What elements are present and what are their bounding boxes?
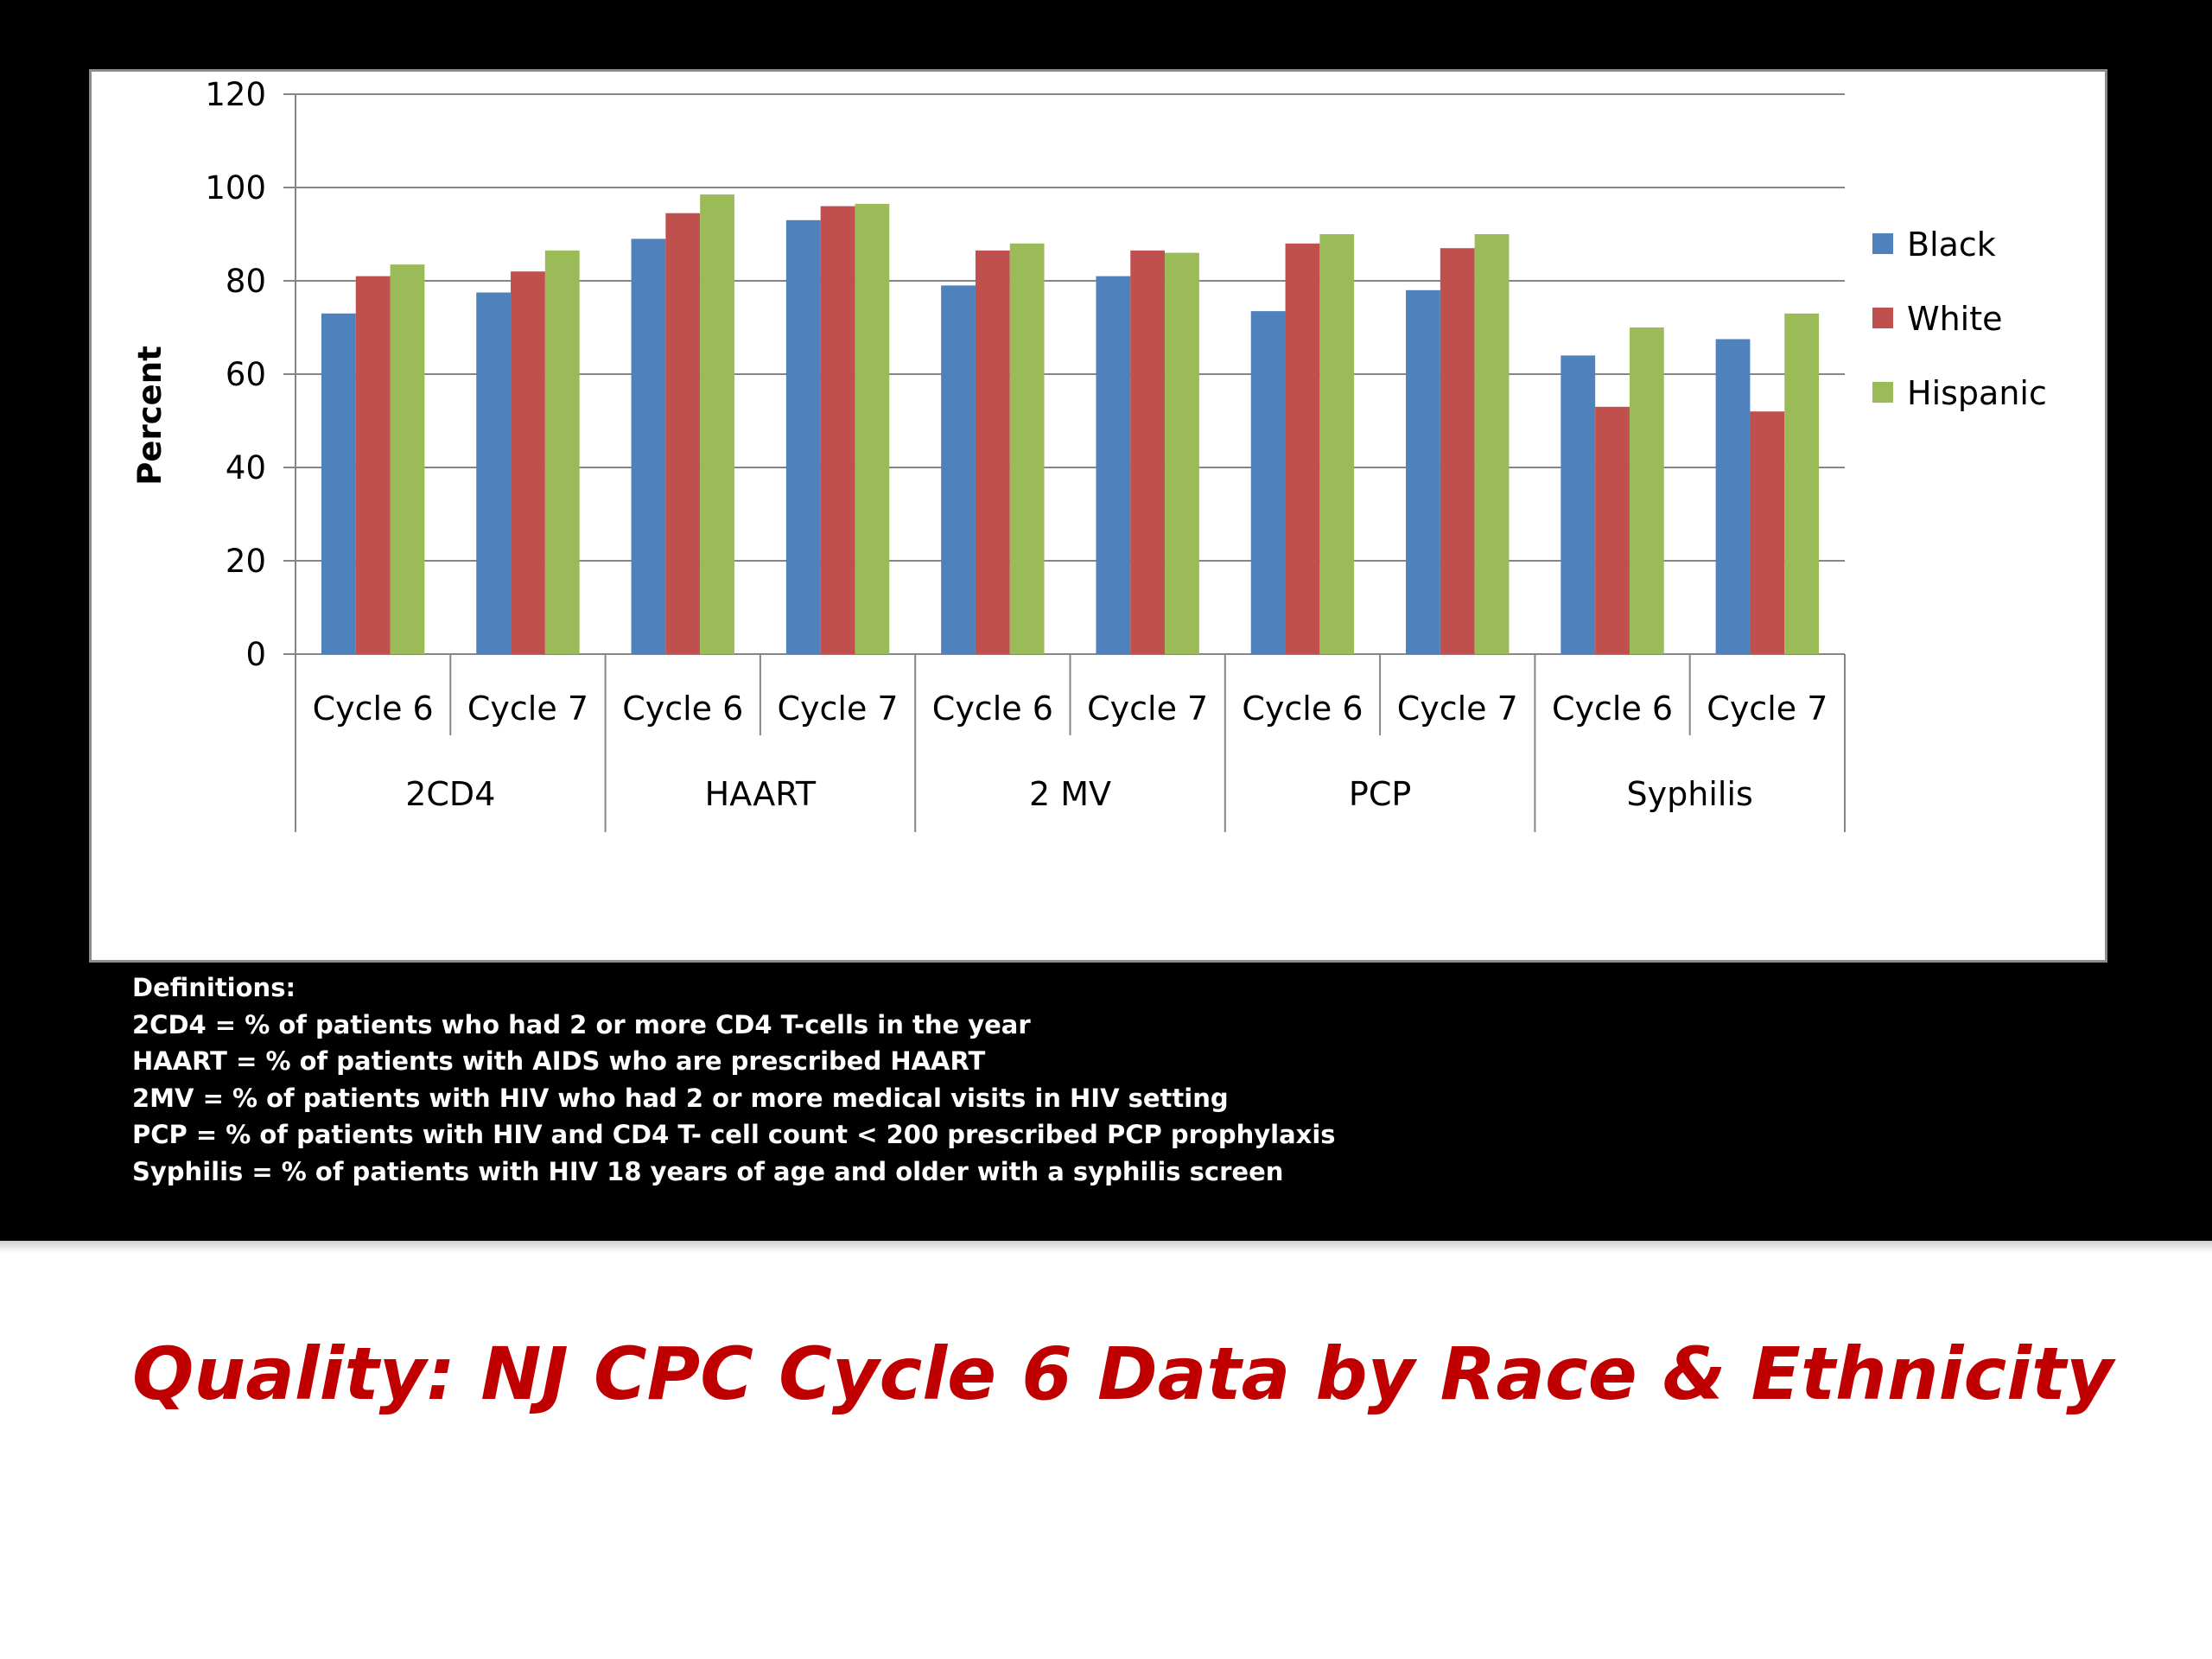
bar-black [785, 219, 821, 655]
bar-hispanic [1629, 327, 1664, 654]
definitions-heading: Definitions: [132, 973, 296, 1002]
bar-hispanic [1474, 234, 1510, 654]
category-label: Cycle 7 [1087, 690, 1208, 728]
group-label: 2 MV [1029, 775, 1111, 813]
bar-hispanic [1009, 243, 1045, 654]
bar-black [1096, 276, 1131, 654]
bar-white [1750, 411, 1785, 654]
bar-white [1440, 248, 1475, 654]
category-label: Cycle 6 [1242, 690, 1363, 728]
bar-chart: 0 20 40 60 80 100 120 Percent Cycle 6 Cycle 7 Cycl… [131, 76, 2047, 832]
y-tick-label: 20 [226, 543, 266, 580]
definition-haart: HAART = % of patients with AIDS who are … [132, 1046, 986, 1076]
group-label: 2CD4 [405, 775, 495, 813]
category-label: Cycle 6 [622, 690, 743, 728]
slide-title: Quality: NJ CPC Cycle 6 Data by Race & E… [132, 1332, 2113, 1416]
legend-swatch-white [1872, 308, 1893, 328]
definition-syphilis: Syphilis = % of patients with HIV 18 yea… [132, 1156, 1284, 1186]
group-label: PCP [1349, 775, 1411, 813]
bar-hispanic [544, 250, 580, 654]
definition-2cd4: 2CD4 = % of patients who had 2 or more C… [132, 1009, 1031, 1039]
definition-2mv: 2MV = % of patients with HIV who had 2 o… [132, 1083, 1229, 1113]
bar-white [820, 206, 855, 655]
bar-white [355, 276, 391, 654]
y-tick-label: 100 [205, 169, 266, 207]
category-label: Cycle 7 [1707, 690, 1827, 728]
bar-black [941, 285, 976, 654]
bar-white [1130, 250, 1166, 654]
group-label: HAART [705, 775, 817, 813]
category-label: Cycle 6 [313, 690, 434, 728]
bar-black [1406, 289, 1440, 654]
y-tick-label: 80 [226, 263, 266, 300]
category-label: Cycle 6 [1552, 690, 1673, 728]
category-label: Cycle 7 [777, 690, 898, 728]
legend-swatch-black [1872, 233, 1893, 254]
y-tick-label: 120 [205, 76, 266, 113]
y-axis-label: Percent [131, 346, 168, 486]
legend-label-black: Black [1907, 226, 1996, 264]
bar-black [476, 292, 512, 654]
y-tick-label: 0 [245, 636, 266, 673]
bar-white [1595, 406, 1630, 654]
bar-white [511, 271, 545, 654]
bar-hispanic [1319, 234, 1355, 654]
category-label: Cycle 6 [932, 690, 1053, 728]
bar-hispanic [1165, 252, 1199, 654]
bar-black [1715, 339, 1751, 654]
slide-divider [0, 1241, 2212, 1253]
chart-panel: 0 20 40 60 80 100 120 Percent Cycle 6 Cycle 7 Cycl… [89, 69, 2107, 963]
definition-pcp: PCP = % of patients with HIV and CD4 T- … [132, 1120, 1336, 1149]
y-tick-label: 40 [226, 449, 266, 486]
group-label: Syphilis [1627, 775, 1753, 813]
bar-black [321, 313, 356, 654]
bar-hispanic [390, 264, 425, 654]
bar-hispanic [1784, 313, 1820, 654]
legend-label-white: White [1907, 300, 2003, 338]
y-tick-label: 60 [226, 356, 266, 393]
bar-hispanic [700, 194, 734, 655]
legend-label-hispanic: Hispanic [1907, 374, 2047, 412]
bar-hispanic [855, 203, 890, 654]
bar-white [975, 250, 1010, 654]
bar-white [665, 213, 701, 654]
bar-black [1250, 311, 1286, 654]
bar-black [631, 238, 666, 654]
definitions-block: Definitions: 2CD4 = % of patients who ha… [132, 969, 1774, 1190]
legend-swatch-hispanic [1872, 382, 1893, 403]
bar-white [1285, 243, 1320, 654]
bar-black [1560, 355, 1596, 654]
category-label: Cycle 7 [467, 690, 588, 728]
category-label: Cycle 7 [1397, 690, 1518, 728]
